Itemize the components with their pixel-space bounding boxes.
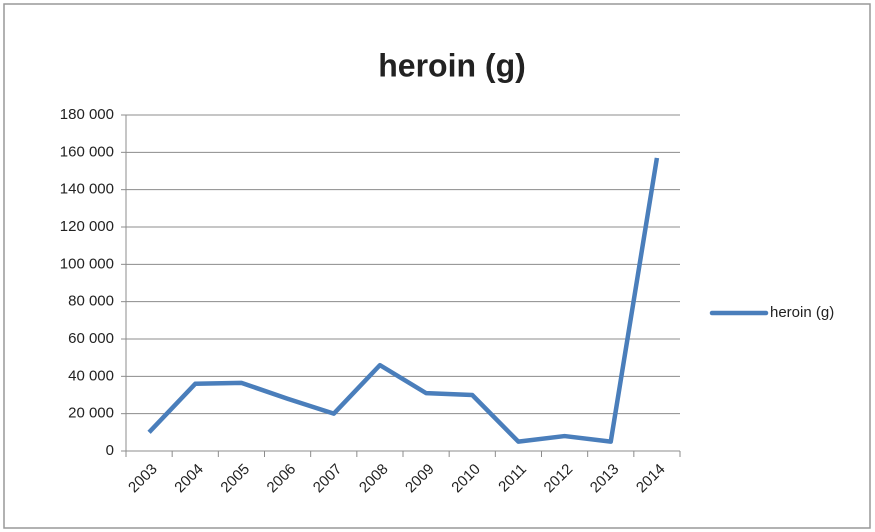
y-tick-label: 180 000 — [60, 106, 114, 123]
y-tick-label: 60 000 — [68, 330, 114, 347]
legend-label: heroin (g) — [770, 304, 834, 321]
y-tick-label: 0 — [106, 442, 114, 459]
y-tick-label: 40 000 — [68, 367, 114, 384]
line-series — [147, 157, 660, 444]
y-tick-label: 140 000 — [60, 181, 114, 198]
y-tick-label: 20 000 — [68, 405, 114, 422]
y-tick-label: 100 000 — [60, 255, 114, 272]
y-tick-label: 120 000 — [60, 218, 114, 235]
y-tick-label: 160 000 — [60, 143, 114, 160]
chart-border — [3, 3, 871, 529]
y-tick-label: 80 000 — [68, 293, 114, 310]
chart-title: heroin (g) — [378, 47, 526, 83]
